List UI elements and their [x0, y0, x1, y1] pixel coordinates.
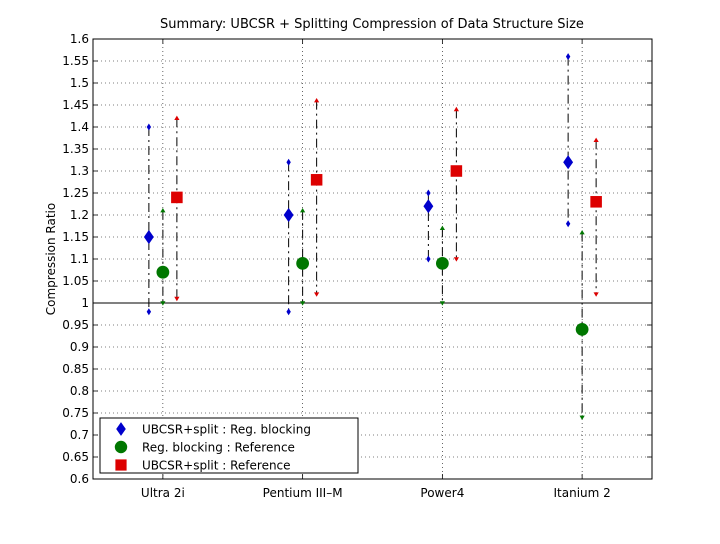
- y-tick-label: 1.1: [70, 252, 89, 266]
- range-max-marker: [426, 189, 431, 197]
- range-min-marker: [314, 292, 320, 297]
- range-min-marker: [426, 255, 431, 263]
- data-point: [563, 155, 574, 170]
- x-tick-label: Power4: [420, 486, 464, 500]
- range-min-marker: [593, 292, 599, 297]
- y-tick-label: 1.2: [70, 208, 89, 222]
- range-min-marker: [174, 296, 180, 302]
- data-point: [590, 196, 602, 208]
- x-tick-label: Ultra 2i: [141, 486, 185, 500]
- range-min-marker: [146, 308, 152, 316]
- legend-marker: [115, 459, 127, 471]
- y-tick-label: 1.45: [62, 98, 89, 112]
- series-1: [156, 208, 589, 420]
- range-min-marker: [579, 415, 585, 420]
- data-point: [435, 257, 449, 270]
- y-tick-label: 0.7: [70, 428, 89, 442]
- range-max-marker: [593, 137, 599, 142]
- chart-title: Summary: UBCSR + Splitting Compression o…: [160, 17, 584, 32]
- y-tick-label: 0.6: [70, 472, 89, 486]
- legend-marker: [114, 440, 128, 454]
- y-axis-label: Compression Ratio: [44, 203, 58, 316]
- y-tick-label: 1.6: [70, 32, 89, 46]
- y-tick-label: 1.15: [62, 230, 89, 244]
- legend-label: Reg. blocking : Reference: [142, 441, 295, 455]
- data-point: [310, 174, 323, 186]
- data-point: [296, 257, 310, 270]
- y-tick-label: 0.8: [70, 384, 89, 398]
- y-tick-label: 0.95: [62, 318, 89, 332]
- range-max-marker: [160, 208, 166, 213]
- range-max-marker: [174, 115, 180, 120]
- legend-label: UBCSR+split : Reg. blocking: [142, 423, 311, 437]
- range-max-marker: [314, 98, 320, 103]
- y-tick-label: 1.5: [70, 76, 89, 90]
- range-min-marker: [286, 308, 291, 316]
- range-min-marker: [565, 220, 571, 228]
- range-min-marker: [160, 301, 166, 306]
- data-marks: [143, 53, 602, 420]
- data-point: [423, 199, 434, 214]
- legend-marker: [116, 422, 126, 436]
- legend-label: UBCSR+split : Reference: [142, 459, 291, 473]
- legend: UBCSR+split : Reg. blocking Reg. blocking…: [99, 417, 359, 474]
- y-tick-label: 0.85: [62, 362, 89, 376]
- y-tick-label: 0.65: [62, 450, 89, 464]
- y-tick-label: 1.05: [62, 274, 89, 288]
- legend-box: [99, 417, 359, 474]
- data-point: [171, 191, 183, 204]
- range-min-marker: [439, 301, 445, 306]
- range-max-marker: [286, 158, 291, 166]
- range-max-marker: [565, 53, 571, 61]
- data-point: [283, 207, 294, 223]
- range-min-marker: [453, 257, 459, 262]
- series-2: [171, 98, 602, 302]
- range-max-marker: [579, 230, 585, 235]
- range-min-marker: [300, 301, 306, 306]
- y-tick-label: 1.3: [70, 164, 89, 178]
- series-0: [143, 53, 574, 316]
- x-tick-label: Pentium III–M: [263, 486, 343, 500]
- y-tick-label: 1.4: [70, 120, 89, 134]
- y-tick-label: 1.25: [62, 186, 89, 200]
- x-tick-label: Itanium 2: [553, 486, 610, 500]
- y-tick-label: 1.35: [62, 142, 89, 156]
- data-point: [143, 229, 154, 245]
- y-tick-label: 0.9: [70, 340, 89, 354]
- range-max-marker: [146, 123, 152, 131]
- data-point: [156, 265, 170, 279]
- y-tick-label: 0.75: [62, 406, 89, 420]
- axes: 0.6 0.65 0.7 0.75 0.8 0.85 0.9 0.95 1 1.05 1.1 1.15…: [62, 32, 653, 500]
- range-max-marker: [439, 225, 445, 230]
- range-max-marker: [453, 106, 459, 112]
- data-point: [575, 323, 589, 336]
- data-point: [450, 165, 463, 177]
- range-max-marker: [300, 208, 306, 213]
- y-tick-label: 1: [81, 296, 89, 310]
- y-tick-label: 1.55: [62, 54, 89, 68]
- plot-frame: [92, 38, 653, 480]
